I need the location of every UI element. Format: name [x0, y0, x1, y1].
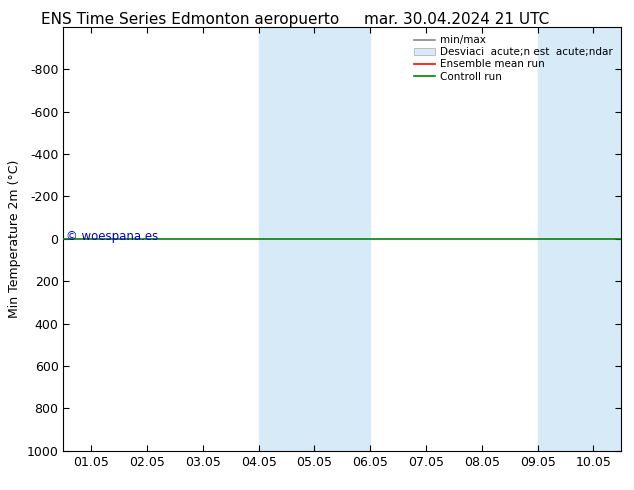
Bar [538, 27, 621, 451]
Text: mar. 30.04.2024 21 UTC: mar. 30.04.2024 21 UTC [364, 12, 549, 27]
Legend: min/max, Desviaci  acute;n est  acute;ndar, Ensemble mean run, Controll run: min/max, Desviaci acute;n est acute;ndar… [411, 32, 616, 85]
Y-axis label: Min Temperature 2m (°C): Min Temperature 2m (°C) [8, 160, 21, 318]
Text: ENS Time Series Edmonton aeropuerto: ENS Time Series Edmonton aeropuerto [41, 12, 339, 27]
Bar [259, 27, 370, 451]
Text: © woespana.es: © woespana.es [66, 230, 158, 243]
